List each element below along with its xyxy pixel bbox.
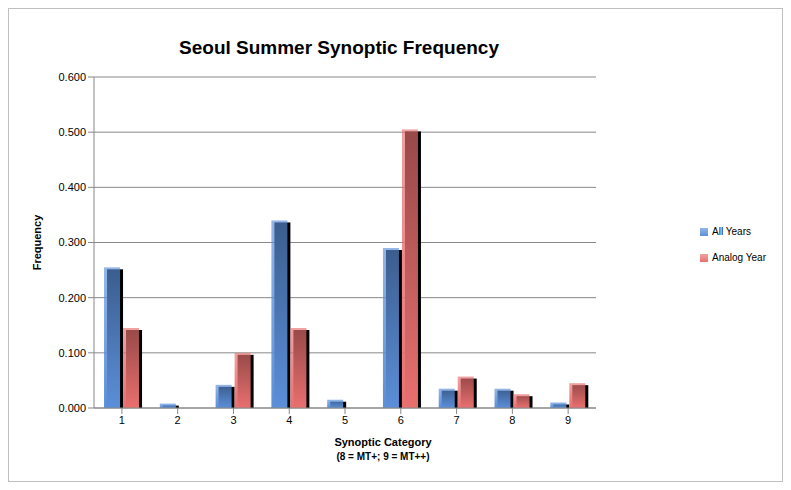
svg-text:0.500: 0.500 [58,126,86,138]
svg-text:6: 6 [398,414,404,426]
svg-text:8: 8 [509,414,515,426]
svg-text:0.000: 0.000 [58,402,86,414]
svg-text:9: 9 [565,414,571,426]
html-text:(8 = MT+; 9 = MT++): (8 = MT+; 9 = MT++) [336,451,430,462]
svg-text:0.400: 0.400 [58,181,86,193]
html-text:Seoul Summer Synoptic Frequenc: Seoul Summer Synoptic Frequency [179,37,499,58]
html-text:Synoptic Category: Synoptic Category [334,436,432,448]
svg-text:4: 4 [286,414,292,426]
svg-text:1: 1 [119,414,125,426]
svg-text:5: 5 [342,414,348,426]
svg-text:0.100: 0.100 [58,347,86,359]
svg-text:0.300: 0.300 [58,236,86,248]
svg-text:0.600: 0.600 [58,71,86,83]
html-text:All Years: All Years [712,226,751,237]
svg-text:2: 2 [175,414,181,426]
svg-text:3: 3 [230,414,236,426]
svg-text:0.200: 0.200 [58,292,86,304]
html-text:Analog Year: Analog Year [712,252,766,263]
svg-text:7: 7 [454,414,460,426]
svg-text:Frequency: Frequency [31,214,43,271]
